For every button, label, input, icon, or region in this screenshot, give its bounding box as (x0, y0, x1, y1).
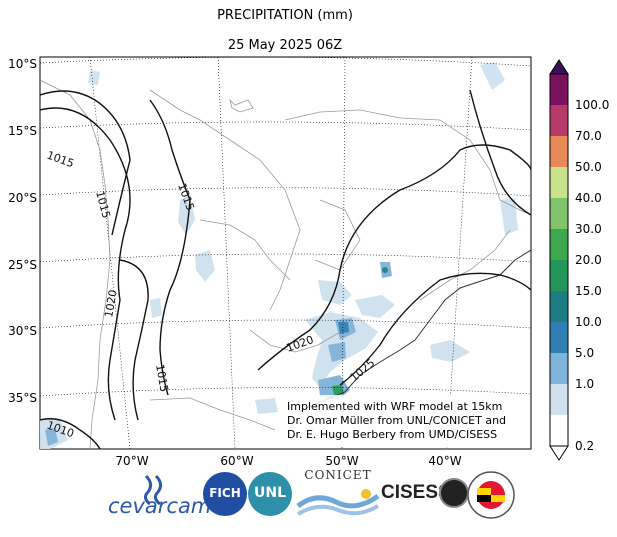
logo-unl: UNL (248, 472, 292, 516)
logo-fich: FICH (203, 472, 247, 516)
lat-tick: 30°S (8, 324, 37, 338)
longitude-tick-labels: 70°W 60°W 50°W 40°W (115, 454, 461, 468)
lon-tick: 70°W (115, 454, 148, 468)
credits-line-1: Implemented with WRF model at 15km (287, 400, 502, 413)
colorbar-bottom-arrow (549, 445, 569, 461)
cevarcam-icon (143, 474, 163, 506)
colorbar-label: 40.0 (575, 191, 602, 205)
logo-conicet: CONICET (296, 468, 380, 520)
umd-seal-icon (467, 471, 515, 519)
colorbar-label: 50.0 (575, 160, 602, 174)
lon-tick: 40°W (428, 454, 461, 468)
conicet-waves-icon (296, 489, 380, 516)
lon-tick: 50°W (325, 454, 358, 468)
colorbar-bin (550, 74, 568, 105)
colorbar-label: 30.0 (575, 222, 602, 236)
colorbar-bin (550, 229, 568, 260)
colorbar-bin (550, 322, 568, 353)
logo-cisess: CISESS (381, 476, 469, 516)
colorbar-bin (550, 105, 568, 136)
colorbar-bin (550, 353, 568, 384)
colorbar-bin (550, 415, 568, 446)
credits-line-3: Dr. E. Hugo Berbery from UMD/CISESS (287, 428, 497, 441)
map-subtitle: 25 May 2025 06Z (227, 38, 343, 53)
colorbar-bin (550, 291, 568, 322)
colorbar-label: 15.0 (575, 284, 602, 298)
map-content (40, 57, 531, 449)
lat-tick: 25°S (8, 258, 37, 272)
colorbar-label: 10.0 (575, 315, 602, 329)
colorbar-label: 100.0 (575, 98, 609, 112)
map-title: PRECIPITATION (mm) (217, 8, 353, 23)
isobar-label: 1015 (153, 363, 171, 393)
lat-tick: 20°S (8, 191, 37, 205)
colorbar-label: 1.0 (575, 377, 594, 391)
lon-tick: 60°W (220, 454, 253, 468)
lat-tick: 10°S (8, 57, 37, 71)
logo-umd-seal (466, 470, 516, 520)
colorbar: 0.2 1.0 5.0 10.0 15.0 20.0 30.0 40.0 50.0 70.0 100… (549, 59, 609, 461)
credits-box: Implemented with WRF model at 15km Dr. O… (280, 395, 530, 447)
latitude-tick-labels: 10°S 15°S 20°S 25°S 30°S 35°S (8, 57, 37, 405)
cevarcam-label: cevarcam (108, 494, 212, 518)
fich-label: FICH (209, 486, 241, 500)
unl-label: UNL (253, 485, 286, 501)
conicet-label: CONICET (304, 468, 372, 482)
lat-tick: 15°S (8, 124, 37, 138)
colorbar-bin (550, 384, 568, 415)
colorbar-top-arrow (549, 59, 569, 75)
isobars (40, 89, 531, 449)
cisess-label: CISESS (381, 482, 451, 503)
colorbar-bin (550, 167, 568, 198)
graticule (40, 57, 531, 449)
credits-line-2: Dr. Omar Müller from UNL/CONICET and (287, 414, 506, 427)
colorbar-bin (550, 198, 568, 229)
coastline (297, 249, 531, 413)
colorbar-bin (550, 136, 568, 167)
logo-cevarcam: cevarcam (108, 472, 211, 522)
colorbar-outline (549, 73, 569, 447)
map-frame (39, 56, 532, 450)
lat-tick: 35°S (8, 391, 37, 405)
coastlines-borders (40, 79, 531, 449)
isobar-label: 1020 (102, 289, 120, 319)
colorbar-label: 5.0 (575, 346, 594, 360)
colorbar-label: 70.0 (575, 129, 602, 143)
globe-icon (439, 478, 469, 508)
colorbar-label: 20.0 (575, 253, 602, 267)
colorbar-bin (550, 260, 568, 291)
colorbar-label: 0.2 (575, 439, 594, 453)
